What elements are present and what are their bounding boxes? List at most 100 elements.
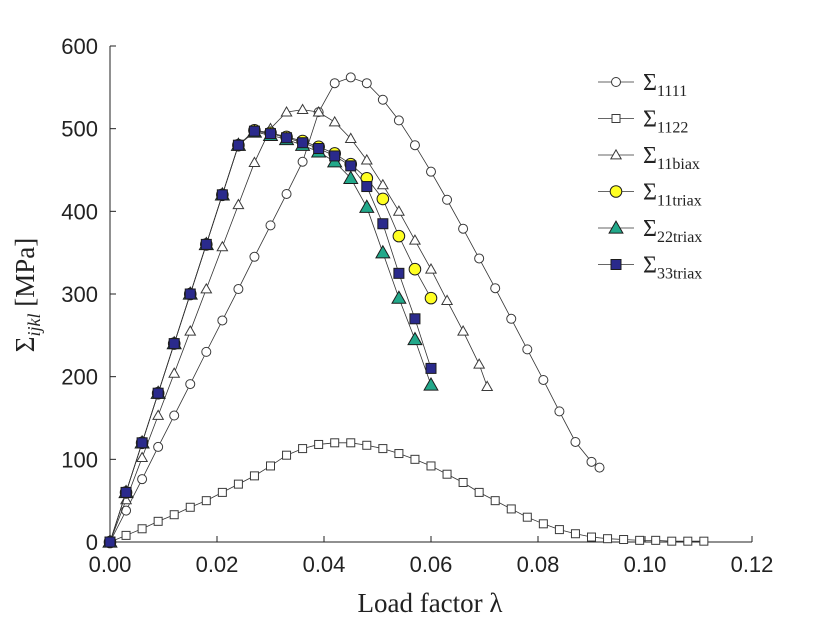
x-tick-label: 0.06 (410, 552, 453, 577)
data-point (168, 338, 180, 350)
data-point (153, 441, 164, 452)
data-point (184, 288, 196, 300)
legend-marker (609, 185, 623, 198)
data-point (393, 115, 404, 126)
data-point (265, 220, 276, 231)
data-point (329, 78, 340, 89)
data-point (425, 362, 437, 374)
data-point (200, 238, 212, 250)
data-point (506, 313, 517, 324)
data-point (121, 530, 131, 540)
data-point (282, 450, 292, 460)
data-point (233, 479, 243, 489)
data-point (424, 263, 438, 274)
data-point (699, 536, 709, 546)
data-point (426, 461, 436, 471)
data-point (200, 282, 213, 294)
legend-label-main: Σ (643, 180, 657, 206)
y-ticks: 0 100 200 300 400 500 600 (61, 34, 116, 555)
data-point (458, 477, 468, 487)
data-point (346, 438, 356, 448)
legend-label-main: Σ (643, 253, 657, 279)
data-point (342, 170, 359, 184)
data-point (201, 346, 212, 357)
y-tick-label: 200 (61, 365, 98, 390)
legend: Σ1111Σ1122Σ11biaxΣ11triaxΣ22triaxΣ33tria… (598, 70, 702, 283)
data-point (410, 454, 420, 464)
data-point (249, 471, 259, 481)
legend-label: Σ22triax (643, 216, 702, 246)
data-point (136, 437, 148, 449)
legend-label-sub: 33triax (657, 266, 702, 283)
series-line (109, 76, 600, 543)
data-point (152, 387, 164, 399)
data-point (201, 496, 211, 506)
data-point (345, 160, 357, 172)
data-point (248, 156, 261, 167)
y-tick-label: 100 (61, 447, 98, 472)
data-point (362, 440, 372, 450)
data-point (136, 451, 149, 463)
legend-marker (611, 114, 621, 123)
data-point (522, 344, 533, 355)
x-tick-label: 0.00 (89, 552, 132, 577)
data-point (377, 94, 388, 105)
data-point (586, 456, 597, 467)
data-point (506, 504, 516, 514)
series-5 (104, 125, 437, 548)
data-point (312, 105, 325, 117)
legend-label-sub: 11triax (657, 193, 702, 210)
data-point (570, 436, 581, 447)
data-point (185, 379, 196, 390)
data-point (554, 525, 564, 535)
data-point (458, 223, 469, 234)
data-point (297, 156, 308, 167)
legend-label: Σ1111 (643, 70, 687, 100)
data-point (570, 529, 580, 539)
data-point (375, 244, 391, 259)
data-point (328, 115, 341, 127)
data-point (457, 325, 470, 336)
data-point (345, 72, 356, 83)
data-point (408, 234, 421, 245)
data-point (394, 449, 404, 459)
legend-label-sub: 1111 (657, 83, 687, 100)
data-point (490, 496, 500, 506)
data-point (297, 137, 309, 149)
y-tick-label: 500 (61, 117, 98, 142)
data-point (554, 406, 565, 417)
x-tick-label: 0.08 (517, 552, 560, 577)
data-point (522, 512, 532, 522)
data-point (329, 150, 341, 162)
data-point (281, 132, 293, 144)
data-point (298, 444, 308, 454)
data-point (376, 178, 389, 190)
data-point (361, 181, 373, 193)
data-point (378, 444, 388, 454)
data-point (651, 535, 661, 545)
legend-label-sub: 11biax (657, 156, 700, 173)
data-point (169, 410, 180, 421)
y-axis-label: Σijkl [MPa] (10, 238, 44, 352)
series-layer (102, 72, 709, 549)
data-point (442, 469, 452, 479)
legend-label-main: Σ (643, 107, 657, 133)
legend-marker (610, 259, 622, 270)
data-point (296, 103, 309, 115)
data-point (594, 462, 605, 473)
data-point (185, 502, 195, 512)
data-point (168, 367, 181, 378)
data-point (441, 294, 454, 305)
series-line (109, 129, 432, 543)
data-point (538, 374, 549, 385)
y-axis-label-unit: [MPa] (10, 238, 40, 314)
data-point (474, 487, 484, 497)
legend-label: Σ33triax (643, 253, 702, 283)
data-point (423, 377, 439, 391)
data-point (281, 188, 292, 199)
data-point (683, 536, 693, 546)
data-point (408, 262, 422, 276)
data-point (265, 128, 276, 140)
data-point (587, 532, 596, 542)
data-point (314, 439, 324, 449)
